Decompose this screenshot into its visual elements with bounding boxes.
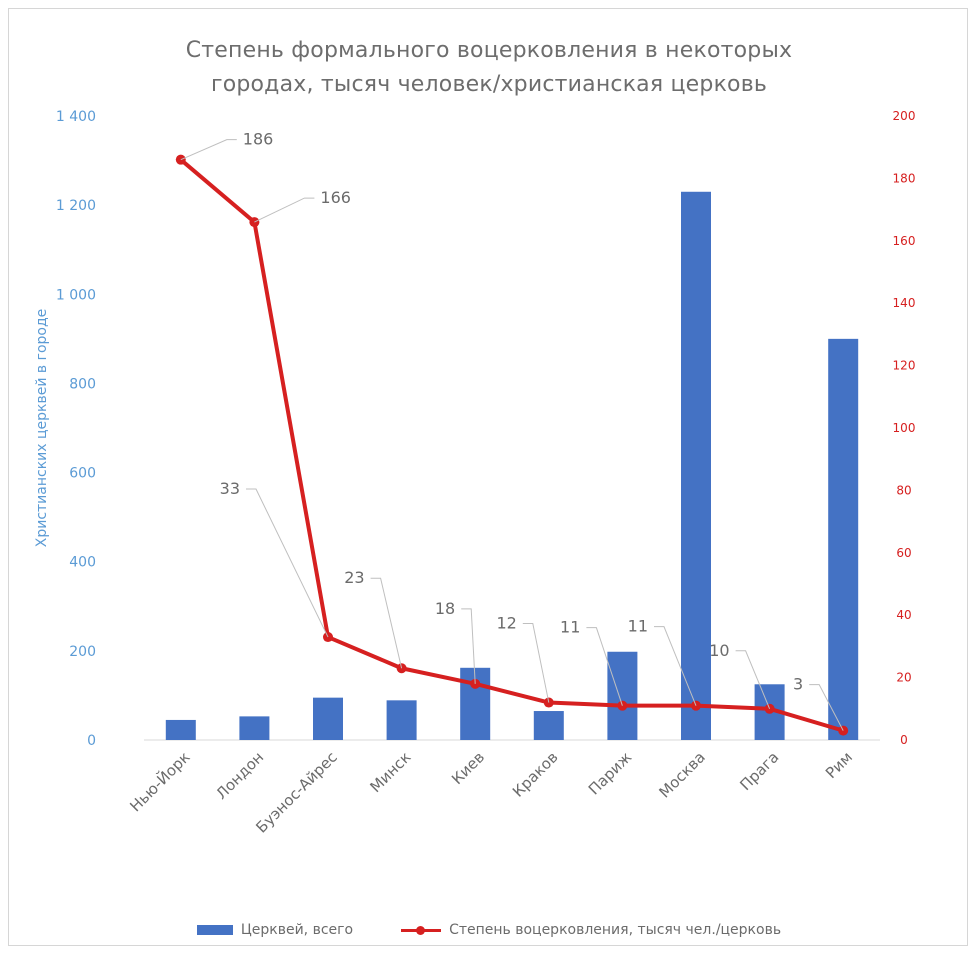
- y-left-tick-label: 600: [69, 466, 96, 482]
- y-right-tick-label: 20: [896, 671, 911, 685]
- data-label: 10: [709, 641, 729, 660]
- data-label-leader: [246, 488, 329, 638]
- data-label-leader: [735, 650, 771, 709]
- y-left-tick-label: 1 000: [56, 287, 96, 303]
- legend: Церквей, всего Степень воцерковления, ты…: [0, 916, 978, 944]
- bar: [386, 700, 417, 740]
- data-label-leader: [370, 577, 403, 669]
- bar: [607, 651, 638, 740]
- legend-label-line: Степень воцерковления, тысяч чел./церков…: [449, 922, 782, 938]
- x-tick-label: Париж: [585, 748, 635, 798]
- y-right-tick-label: 80: [896, 483, 911, 497]
- data-label: 33: [220, 479, 240, 498]
- x-tick-label: Лондон: [212, 748, 267, 803]
- legend-swatch-line: [401, 925, 442, 935]
- data-label: 12: [496, 614, 516, 633]
- data-label: 186: [243, 130, 274, 149]
- y-right-tick-label: 180: [893, 171, 916, 185]
- data-label: 11: [560, 618, 580, 637]
- data-label: 18: [435, 599, 455, 618]
- y-right-tick-label: 120: [893, 359, 916, 373]
- chart-title-line-2: городах, тысяч человек/христианская церк…: [210, 72, 768, 97]
- x-tick-label: Минск: [366, 748, 414, 796]
- data-label: 3: [793, 675, 803, 694]
- data-label-leader: [654, 626, 697, 706]
- data-label-leader: [254, 197, 315, 223]
- x-tick-label: Нью-Йорк: [126, 747, 194, 815]
- legend-item-line: Степень воцерковления, тысяч чел./церков…: [401, 922, 781, 938]
- data-label: 166: [320, 188, 351, 207]
- y-left-axis-title: Христианских церквей в городе: [34, 309, 50, 548]
- data-label-leader: [180, 139, 237, 161]
- y-left-tick-label: 1 200: [56, 198, 96, 214]
- x-tick-label: Москва: [655, 748, 708, 801]
- y-left-tick-label: 200: [69, 644, 96, 660]
- data-label: 23: [344, 568, 364, 587]
- data-label-leader: [586, 627, 623, 706]
- y-right-tick-label: 160: [893, 234, 916, 248]
- y-left-tick-label: 0: [87, 733, 96, 749]
- legend-item-bars: Церквей, всего: [196, 922, 354, 938]
- legend-swatch-bars: [196, 925, 233, 935]
- x-tick-label: Рим: [822, 748, 856, 782]
- y-left-tick-label: 1 400: [56, 109, 96, 125]
- y-right-tick-label: 140: [893, 296, 916, 310]
- x-tick-label: Киев: [448, 748, 488, 788]
- x-tick-label: Прага: [736, 748, 782, 794]
- chart-title: Степень формального воцерковления в неко…: [0, 34, 978, 102]
- y-right-tick-label: 40: [896, 608, 911, 622]
- data-label-leader: [809, 684, 844, 731]
- chart-title-line-1: Степень формального воцерковления в неко…: [185, 38, 793, 63]
- x-tick-label: Краков: [509, 748, 562, 801]
- y-left-tick-label: 400: [69, 555, 96, 571]
- bar: [313, 697, 343, 740]
- data-label-leader: [522, 623, 550, 703]
- y-right-tick-label: 200: [893, 109, 916, 123]
- data-label-leader: [461, 608, 476, 684]
- line-series: [178, 157, 846, 733]
- chart-frame: [8, 8, 968, 946]
- y-left-tick-label: 800: [69, 376, 96, 392]
- legend-label-bars: Церквей, всего: [240, 922, 354, 938]
- bar: [828, 338, 859, 740]
- bar: [681, 191, 711, 740]
- bar: [239, 716, 270, 740]
- bar: [165, 719, 196, 740]
- y-right-tick-label: 100: [893, 421, 916, 435]
- bar: [533, 711, 564, 740]
- data-label: 11: [628, 617, 648, 636]
- y-right-tick-label: 60: [896, 546, 911, 560]
- y-right-tick-label: 0: [900, 733, 908, 747]
